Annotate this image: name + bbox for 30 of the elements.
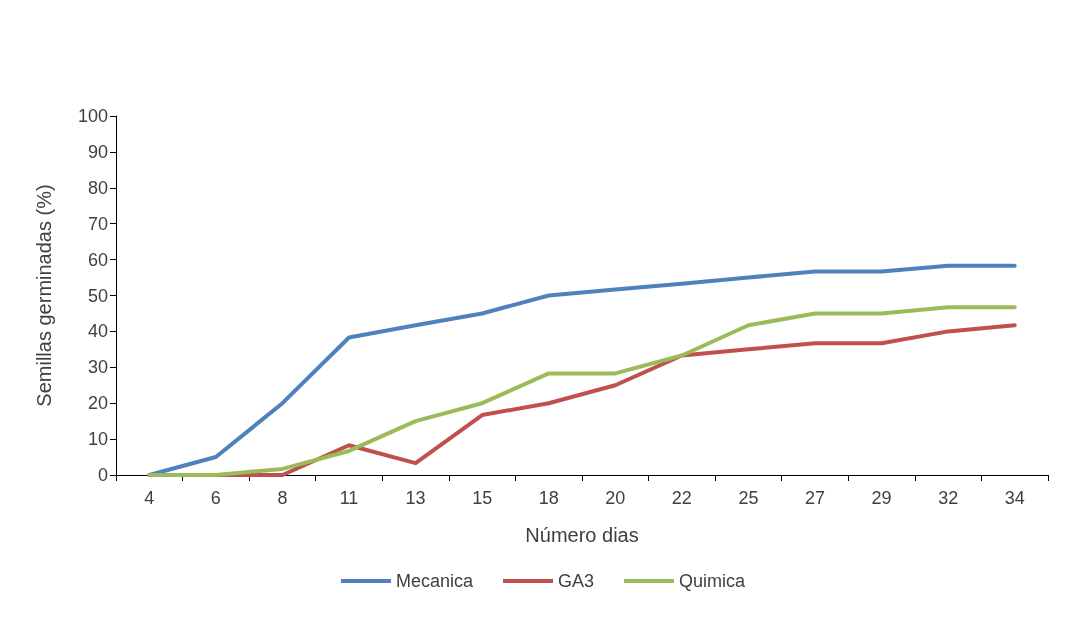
y-tick-label: 50 <box>87 285 108 306</box>
x-tick-label: 18 <box>538 488 559 508</box>
x-tick-label: 29 <box>871 488 892 508</box>
y-tick-label: 10 <box>87 429 108 450</box>
y-tick-label: 60 <box>87 249 108 270</box>
x-tick-label: 20 <box>605 488 626 508</box>
legend-label: Mecanica <box>395 571 474 591</box>
y-tick-label: 40 <box>87 321 108 342</box>
y-tick-label: 20 <box>87 393 108 414</box>
x-tick-label: 27 <box>804 488 826 508</box>
y-axis-title: Semillas germinadas (%) <box>33 184 55 407</box>
x-tick-label: 8 <box>277 488 288 508</box>
x-tick-label: 13 <box>405 488 426 508</box>
y-tick-label: 0 <box>97 465 108 485</box>
y-tick-label: 70 <box>87 213 108 234</box>
legend-label: GA3 <box>558 571 595 591</box>
y-tick-label: 30 <box>87 357 108 378</box>
y-tick-label: 90 <box>87 141 108 162</box>
x-tick-label: 4 <box>144 488 155 508</box>
x-tick-label: 15 <box>472 488 493 508</box>
x-tick-label: 34 <box>1004 488 1025 508</box>
y-tick-label: 100 <box>77 106 108 126</box>
x-tick-label: 32 <box>938 488 959 508</box>
x-axis-title: Número dias <box>525 524 639 546</box>
x-tick-label: 6 <box>210 488 221 508</box>
y-tick-label: 80 <box>87 177 108 198</box>
x-tick-label: 22 <box>671 488 692 508</box>
x-tick-label: 25 <box>738 488 759 508</box>
legend-label: Quimica <box>679 571 747 591</box>
x-tick-label: 11 <box>339 488 359 508</box>
